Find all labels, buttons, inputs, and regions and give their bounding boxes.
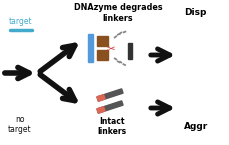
Text: ✂: ✂ <box>106 43 115 53</box>
Bar <box>96 89 123 101</box>
Bar <box>97 50 108 60</box>
Bar <box>96 101 123 113</box>
Text: Intact
linkers: Intact linkers <box>97 117 126 136</box>
Text: no
target: no target <box>8 115 32 134</box>
Bar <box>97 36 108 46</box>
Text: Disp: Disp <box>183 8 205 17</box>
Bar <box>96 107 104 113</box>
Text: Aggr: Aggr <box>183 122 207 131</box>
Bar <box>128 43 131 59</box>
Text: target: target <box>9 17 33 26</box>
Text: DNAzyme degrades
linkers: DNAzyme degrades linkers <box>73 3 162 23</box>
Bar <box>88 34 93 62</box>
Bar <box>96 95 104 101</box>
